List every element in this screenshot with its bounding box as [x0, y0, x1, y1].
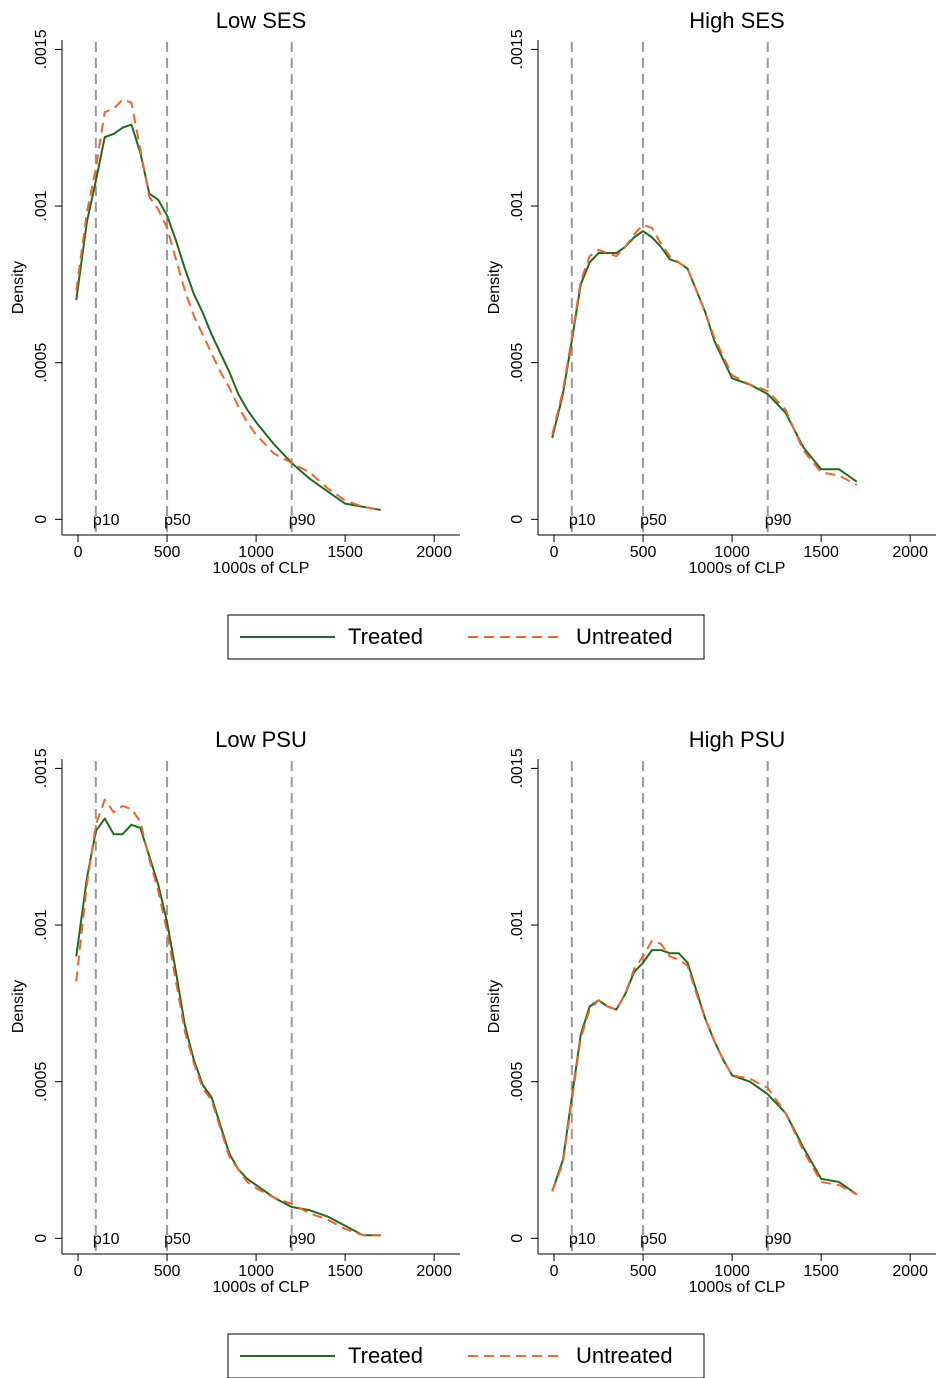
- y-axis-label: Density: [10, 980, 27, 1033]
- legend-label: Treated: [348, 1343, 423, 1368]
- reference-label: p10: [569, 512, 596, 529]
- y-tick-label: .0005: [509, 343, 526, 383]
- density-line: [75, 123, 381, 511]
- x-tick-label: 1000: [714, 544, 750, 561]
- reference-label: p50: [640, 1231, 667, 1248]
- reference-label: p90: [289, 512, 316, 529]
- x-tick-label: 0: [550, 1263, 559, 1280]
- panel: Low PSU 0 .0005 .001 .0015 0 500 1000 1500 2000 10…: [10, 727, 705, 1378]
- x-tick-label: 1500: [803, 1263, 839, 1280]
- legend-label: Treated: [348, 624, 423, 649]
- reference-label: p10: [93, 512, 120, 529]
- chart-title: Low PSU: [215, 727, 307, 752]
- y-tick-label: .0015: [509, 748, 526, 788]
- density-line: [551, 230, 858, 483]
- x-tick-label: 1500: [327, 1263, 363, 1280]
- reference-label: p10: [569, 1231, 596, 1248]
- y-tick-label: 0: [33, 1234, 50, 1243]
- x-tick-label: 1000: [238, 544, 274, 561]
- y-axis-label: Density: [10, 261, 27, 314]
- x-tick-label: 1500: [327, 544, 363, 561]
- legend-label: Untreated: [576, 1343, 673, 1368]
- reference-label: p10: [93, 1231, 120, 1248]
- y-tick-label: .001: [509, 190, 526, 221]
- y-tick-label: .0005: [33, 343, 50, 383]
- reference-label: p90: [765, 512, 792, 529]
- x-tick-label: 500: [630, 1263, 657, 1280]
- x-tick-label: 2000: [416, 544, 452, 561]
- density-line: [75, 798, 381, 1237]
- y-tick-label: .001: [33, 909, 50, 940]
- chart-title: High SES: [689, 8, 784, 33]
- x-tick-label: 500: [154, 1263, 181, 1280]
- panel: Low SES 0 .0005 .001 .0015 0 500 1000 1500 2000 10…: [10, 8, 705, 660]
- x-tick-label: 1500: [803, 544, 839, 561]
- x-axis-label: 1000s of CLP: [689, 560, 786, 577]
- density-line: [551, 949, 858, 1196]
- x-tick-label: 1000: [238, 1263, 274, 1280]
- legend: Treated Untreated: [227, 1333, 705, 1378]
- y-tick-label: 0: [509, 1234, 526, 1243]
- x-tick-label: 2000: [892, 1263, 928, 1280]
- y-tick-label: .0015: [33, 29, 50, 69]
- y-axis-label: Density: [486, 261, 503, 314]
- x-axis-label: 1000s of CLP: [213, 560, 310, 577]
- y-tick-label: .0015: [33, 748, 50, 788]
- x-tick-label: 500: [630, 544, 657, 561]
- x-tick-label: 1000: [714, 1263, 750, 1280]
- x-tick-label: 0: [74, 544, 83, 561]
- reference-label: p50: [640, 512, 667, 529]
- y-tick-label: .0005: [33, 1062, 50, 1102]
- density-line: [551, 939, 858, 1196]
- x-tick-label: 500: [154, 544, 181, 561]
- reference-label: p90: [289, 1231, 316, 1248]
- legend-label: Untreated: [576, 624, 673, 649]
- reference-label: p50: [164, 512, 191, 529]
- y-tick-label: .001: [509, 909, 526, 940]
- chart-title: Low SES: [216, 8, 307, 33]
- x-tick-label: 2000: [892, 544, 928, 561]
- x-tick-label: 0: [550, 544, 559, 561]
- x-tick-label: 0: [74, 1263, 83, 1280]
- x-axis-label: 1000s of CLP: [213, 1279, 310, 1296]
- y-tick-label: 0: [509, 515, 526, 524]
- y-tick-label: 0: [33, 515, 50, 524]
- y-tick-label: .0015: [509, 29, 526, 69]
- x-axis-label: 1000s of CLP: [689, 1279, 786, 1296]
- reference-label: p90: [765, 1231, 792, 1248]
- x-tick-label: 2000: [416, 1263, 452, 1280]
- density-line: [75, 98, 381, 511]
- density-line: [551, 223, 858, 486]
- chart-title: High PSU: [689, 727, 786, 752]
- legend: Treated Untreated: [227, 614, 705, 660]
- reference-label: p50: [164, 1231, 191, 1248]
- density-line: [75, 817, 381, 1237]
- y-tick-label: .001: [33, 190, 50, 221]
- panel: High SES 0 .0005 .001 .0015 0 500 1000 1500 2000 1…: [486, 8, 936, 577]
- y-axis-label: Density: [486, 980, 503, 1033]
- y-tick-label: .0005: [509, 1062, 526, 1102]
- panel: High PSU 0 .0005 .001 .0015 0 500 1000 1500 2000 1…: [486, 727, 936, 1296]
